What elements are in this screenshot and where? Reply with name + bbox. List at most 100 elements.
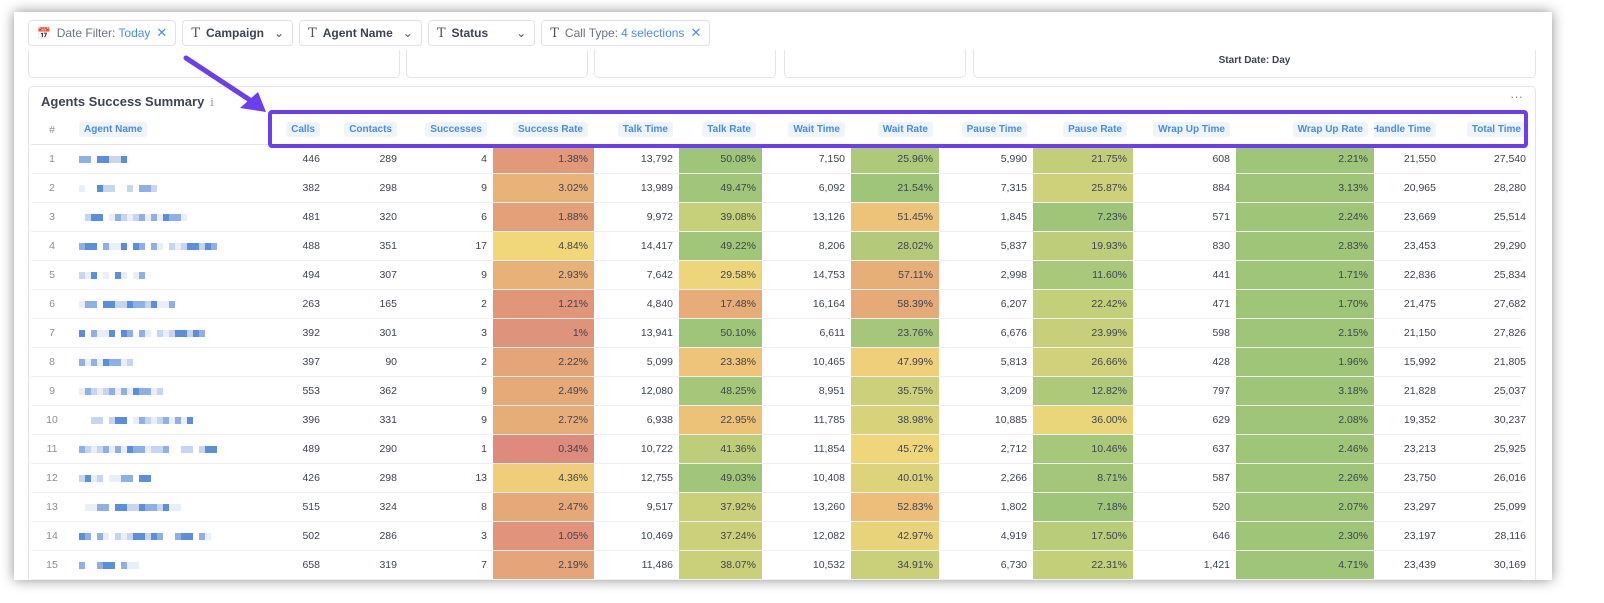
cell-wrap-up-rate: 2.46% [1236, 435, 1374, 463]
table-row[interactable]: 6 263 165 2 1.21% 4,840 17.48% 16,164 58.39% 6,20… [31, 290, 1526, 319]
column-header-contacts[interactable]: Contacts [326, 115, 403, 144]
agent-name-redacted[interactable] [73, 435, 233, 463]
table-row[interactable]: 15 658 319 7 2.19% 11,486 38.07% 10,532 34.91% 6,… [31, 551, 1526, 580]
cell-talk-time: 13,792 [594, 145, 679, 173]
agent-name-redacted[interactable] [73, 203, 233, 231]
cell-value: 1 [49, 153, 55, 165]
cell-wait-time: 11,854 [762, 435, 851, 463]
cell-value: 2.30% [1338, 530, 1368, 542]
agent-name-redacted[interactable] [73, 319, 233, 347]
agent-name-redacted[interactable] [73, 377, 233, 405]
column-header-calls[interactable]: Calls [233, 115, 326, 144]
summary-card [784, 50, 966, 78]
column-header-wrap-up-time[interactable]: Wrap Up Time [1133, 115, 1236, 144]
agent-name-redacted[interactable] [73, 290, 233, 318]
agent-name-redacted[interactable] [73, 464, 233, 492]
agent-name-redacted[interactable] [73, 522, 233, 550]
agent-name-redacted[interactable] [73, 348, 233, 376]
cell-value: 1.05% [558, 530, 588, 542]
filter-campaign[interactable]: T Campaign ⌄ [182, 20, 294, 46]
close-icon[interactable]: ✕ [690, 25, 702, 40]
more-options-icon[interactable]: ··· [1510, 89, 1523, 104]
column-header-index[interactable]: # [31, 115, 73, 144]
header-label: Pause Time [961, 122, 1027, 137]
cell-talk-time: 14,417 [594, 232, 679, 260]
agent-name-redacted[interactable] [73, 174, 233, 202]
cell-value: 608 [1212, 153, 1230, 165]
column-header-wait-time[interactable]: Wait Time [762, 115, 851, 144]
cell-value: 13,260 [812, 501, 845, 513]
column-header-pause-rate[interactable]: Pause Rate [1033, 115, 1133, 144]
column-header-talk-time[interactable]: Talk Time [594, 115, 679, 144]
cell-wait-rate: 34.91% [851, 551, 939, 579]
cell-value: 8.71% [1097, 472, 1127, 484]
table-row[interactable]: 12 426 298 13 4.36% 12,755 49.03% 10,408 40.01% 2… [31, 464, 1526, 493]
agent-name-redacted[interactable] [73, 551, 233, 579]
column-header-wait-rate[interactable]: Wait Rate [851, 115, 939, 144]
cell-value: 1.88% [558, 211, 588, 223]
cell-value: 38.98% [897, 414, 933, 426]
agent-name-redacted[interactable] [73, 493, 233, 521]
table-row[interactable]: 1 446 289 4 1.38% 13,792 50.08% 7,150 25.96% 5,99… [31, 145, 1526, 174]
column-header-agent-name[interactable]: Agent Name [73, 115, 233, 144]
cell-value: 9 [481, 385, 487, 397]
table-row[interactable]: 13 515 324 8 2.47% 9,517 37.92% 13,260 52.83% 1,8… [31, 493, 1526, 522]
cell-value: 21,475 [1403, 298, 1436, 310]
cell-wrap-up-time: 587 [1133, 464, 1236, 492]
table-row[interactable]: 11 489 290 1 0.34% 10,722 41.36% 11,854 45.72% 2,… [31, 435, 1526, 464]
cell-wrap-up-rate: 2.15% [1236, 319, 1374, 347]
header-label: Handle Time [1374, 122, 1436, 137]
table-row[interactable]: 5 494 307 9 2.93% 7,642 29.58% 14,753 57.11% 2,99… [31, 261, 1526, 290]
cell-value: 392 [302, 327, 320, 339]
cell-value: 50.08% [720, 153, 756, 165]
header-label: Wrap Up Rate [1292, 122, 1368, 137]
column-header-wrap-up-rate[interactable]: Wrap Up Rate [1236, 115, 1374, 144]
table-row[interactable]: 14 502 286 3 1.05% 10,469 37.24% 12,082 42.97% 4,… [31, 522, 1526, 551]
agent-name-redacted[interactable] [73, 406, 233, 434]
cell-value: 471 [1212, 298, 1230, 310]
cell-value: 797 [1212, 385, 1230, 397]
cell-wrap-up-time: 629 [1133, 406, 1236, 434]
filter-status[interactable]: T Status ⌄ [427, 20, 536, 46]
cell-total-time: 21,805 [1442, 348, 1532, 376]
filter-agent-name[interactable]: T Agent Name ⌄ [299, 20, 422, 46]
agent-name-redacted[interactable] [73, 145, 233, 173]
column-header-handle-time[interactable]: Handle Time [1374, 115, 1442, 144]
table-row[interactable]: 9 553 362 9 2.49% 12,080 48.25% 8,951 35.75% 3,20… [31, 377, 1526, 406]
table-row[interactable]: 7 392 301 3 1% 13,941 50.10% 6,611 23.76% 6,676 23… [31, 319, 1526, 348]
cell-value: 263 [302, 298, 320, 310]
pixelated-name [79, 561, 139, 569]
header-label: Successes [425, 122, 487, 137]
filter-label: Status [451, 26, 489, 40]
table-row[interactable]: 2 382 298 9 3.02% 13,989 49.47% 6,092 21.54% 7,31… [31, 174, 1526, 203]
table-row[interactable]: 3 481 320 6 1.88% 9,972 39.08% 13,126 51.45% 1,84… [31, 203, 1526, 232]
table-row[interactable]: 4 488 351 17 4.84% 14,417 49.22% 8,206 28.02% 5,8… [31, 232, 1526, 261]
cell-total-time: 27,826 [1442, 319, 1532, 347]
pixelated-name [79, 213, 187, 221]
cell-value: 9 [481, 269, 487, 281]
agent-name-redacted[interactable] [73, 261, 233, 289]
agent-name-redacted[interactable] [73, 232, 233, 260]
table-row[interactable]: 8 397 90 2 2.22% 5,099 23.38% 10,465 47.99% 5,813… [31, 348, 1526, 377]
cell-pause-rate: 23.99% [1033, 319, 1133, 347]
filter-call-type[interactable]: T Call Type: 4 selections ✕ [541, 20, 711, 46]
chevron-down-icon[interactable]: ⌄ [402, 26, 413, 40]
column-header-pause-time[interactable]: Pause Time [939, 115, 1033, 144]
column-header-success-rate[interactable]: Success Rate [493, 115, 594, 144]
column-header-talk-rate[interactable]: Talk Rate [679, 115, 762, 144]
close-icon[interactable]: ✕ [156, 25, 168, 40]
filter-date-filter[interactable]: 📅 Date Filter: Today ✕ [28, 20, 177, 46]
info-icon[interactable]: i [210, 96, 214, 109]
cell-value: 2.22% [558, 356, 588, 368]
cell-value: 1.21% [558, 298, 588, 310]
cell-value: 25,925 [1493, 443, 1526, 455]
column-header-total-time[interactable]: Total Time [1442, 115, 1532, 144]
cell-value: 515 [302, 501, 320, 513]
column-header-successes[interactable]: Successes [403, 115, 493, 144]
cell-wait-rate: 47.99% [851, 348, 939, 376]
chevron-down-icon[interactable]: ⌄ [516, 26, 527, 40]
table-row[interactable]: 10 396 331 9 2.72% 6,938 22.95% 11,785 38.98% 10,… [31, 406, 1526, 435]
cell-row-number: 3 [31, 203, 73, 231]
chevron-down-icon[interactable]: ⌄ [274, 26, 285, 40]
pixelated-name [79, 445, 223, 453]
